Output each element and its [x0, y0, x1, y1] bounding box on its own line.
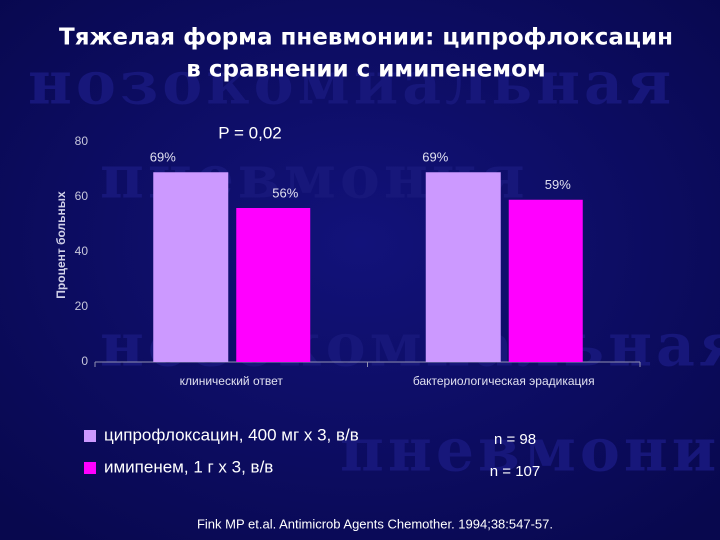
bar	[236, 208, 311, 362]
legend-label: имипенем, 1 г х 3, в/в	[104, 457, 273, 476]
chart-title: в сравнении с имипенемом	[186, 57, 545, 83]
y-tick-label: 60	[75, 189, 89, 203]
y-tick-label: 20	[75, 299, 89, 313]
bar	[153, 172, 229, 362]
chart-title: Тяжелая форма пневмонии: ципрофлоксацин	[59, 25, 673, 51]
watermark: нозокомиальная	[28, 49, 675, 119]
value-label: 56%	[272, 185, 298, 200]
y-axis-label: Процент больных	[54, 191, 68, 299]
n-label: n = 98	[494, 431, 536, 448]
watermark: пневмония	[340, 416, 720, 486]
x-tick-label: клинический ответ	[180, 374, 284, 388]
value-label: 59%	[545, 177, 571, 192]
bar	[508, 199, 583, 362]
x-tick-label: бактериологическая эрадикация	[413, 374, 595, 388]
y-tick-label: 0	[81, 354, 88, 368]
legend-swatch	[84, 430, 96, 442]
y-tick-label: 80	[75, 134, 89, 148]
value-label: 69%	[150, 150, 176, 165]
annotation: P = 0,02	[218, 123, 282, 142]
y-tick-label: 40	[75, 244, 89, 258]
source: Fink MP et.al. Antimicrob Agents Chemoth…	[197, 516, 553, 531]
legend-swatch	[84, 462, 96, 474]
legend-label: ципрофлоксацин, 400 мг х 3, в/в	[104, 425, 359, 444]
n-label: n = 107	[490, 463, 540, 480]
value-label: 69%	[422, 150, 448, 165]
bar	[425, 172, 501, 362]
